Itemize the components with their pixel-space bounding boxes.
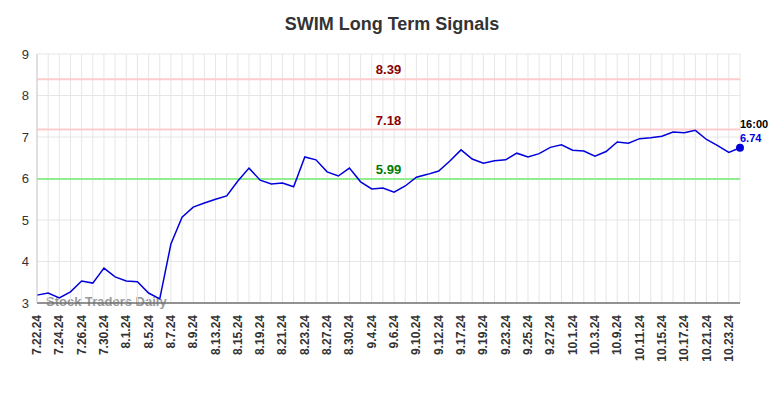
svg-text:9.4.24: 9.4.24 [365,315,379,349]
html-text:Stock Traders Daily: Stock Traders Daily [46,294,167,309]
svg-text:10.1.24: 10.1.24 [566,315,580,355]
svg-text:8.9.24: 8.9.24 [186,315,200,349]
svg-text:5: 5 [22,213,29,228]
html-text:SWIM Long Term Signals: SWIM Long Term Signals [284,14,500,34]
svg-text:8.39: 8.39 [376,62,401,77]
svg-text:4: 4 [22,254,29,269]
svg-text:9.27.24: 9.27.24 [543,315,557,355]
svg-text:7: 7 [22,130,29,145]
svg-text:9.10.24: 9.10.24 [409,315,423,355]
svg-text:8: 8 [22,88,29,103]
svg-text:8.21.24: 8.21.24 [275,315,289,355]
svg-text:7.22.24: 7.22.24 [30,315,44,355]
svg-text:9.12.24: 9.12.24 [432,315,446,355]
svg-text:8.5.24: 8.5.24 [142,315,156,349]
svg-text:8.7.24: 8.7.24 [164,315,178,349]
svg-text:10.17.24: 10.17.24 [677,315,691,362]
svg-text:8.19.24: 8.19.24 [253,315,267,355]
svg-text:5.99: 5.99 [376,162,401,177]
svg-text:6.74: 6.74 [740,132,762,144]
svg-text:6: 6 [22,171,29,186]
svg-text:9.17.24: 9.17.24 [454,315,468,355]
svg-text:9.6.24: 9.6.24 [387,315,401,349]
svg-text:7.24.24: 7.24.24 [52,315,66,355]
svg-text:7.26.24: 7.26.24 [75,315,89,355]
svg-text:10.9.24: 10.9.24 [610,315,624,355]
svg-text:10.15.24: 10.15.24 [655,315,669,362]
svg-text:8.1.24: 8.1.24 [119,315,133,349]
svg-text:10.21.24: 10.21.24 [700,315,714,362]
svg-text:8.27.24: 8.27.24 [320,315,334,355]
svg-text:9.23.24: 9.23.24 [499,315,513,355]
svg-text:10.3.24: 10.3.24 [588,315,602,355]
svg-text:10.11.24: 10.11.24 [633,315,647,361]
svg-text:8.23.24: 8.23.24 [298,315,312,355]
svg-text:9: 9 [22,47,29,62]
svg-text:8.13.24: 8.13.24 [209,315,223,355]
svg-text:3: 3 [22,296,29,311]
svg-text:8.30.24: 8.30.24 [342,315,356,355]
svg-text:9.19.24: 9.19.24 [476,315,490,355]
svg-text:9.25.24: 9.25.24 [521,315,535,355]
svg-text:8.15.24: 8.15.24 [231,315,245,355]
svg-text:7.30.24: 7.30.24 [97,315,111,355]
svg-text:10.23.24: 10.23.24 [722,315,736,362]
svg-text:16:00: 16:00 [740,118,768,130]
svg-text:7.18: 7.18 [376,113,401,128]
